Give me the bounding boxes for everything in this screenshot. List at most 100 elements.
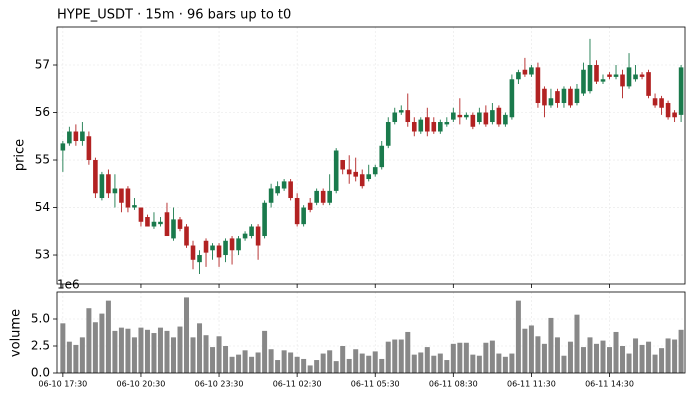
volume-bar: [659, 348, 665, 373]
volume-bar: [105, 300, 111, 373]
volume-bar: [184, 297, 190, 373]
volume-bar: [398, 339, 404, 373]
volume-bar: [340, 346, 346, 373]
candle-body: [438, 122, 443, 132]
volume-bar: [86, 308, 92, 373]
volume-bar: [626, 353, 632, 373]
candle-body: [249, 226, 254, 237]
volume-bar: [561, 355, 567, 373]
volume-bar: [255, 352, 261, 373]
candle-body: [424, 117, 430, 132]
candle-body: [151, 221, 157, 227]
volume-bar: [262, 330, 268, 373]
y-axis-label: price: [13, 139, 28, 171]
candle-body: [646, 72, 651, 96]
candle-body: [346, 169, 352, 175]
volume-bar: [554, 337, 560, 373]
candle-body: [509, 79, 515, 118]
volume-bar: [190, 337, 196, 373]
plot-frame: [56, 291, 686, 374]
volume-bar: [203, 335, 209, 373]
volume-bar: [607, 347, 613, 373]
volume-bar: [528, 325, 534, 373]
x-tick-label: 06-10 23:30: [195, 380, 244, 389]
candle-body: [80, 131, 85, 142]
x-tick-label: 06-10 20:30: [117, 380, 166, 389]
y-tick-label: 53: [35, 248, 50, 262]
y-tick-label: 0.0: [31, 366, 50, 380]
volume-bar: [633, 338, 639, 373]
candle-body: [112, 188, 118, 194]
candle-body: [353, 171, 359, 177]
candle-body: [392, 112, 398, 123]
volume-bar: [418, 352, 424, 373]
candle-body: [574, 88, 580, 104]
candle-body: [275, 186, 280, 194]
volume-bar: [444, 360, 450, 373]
volume-bar: [665, 338, 671, 373]
candle-body: [542, 88, 547, 106]
volume-bar: [151, 333, 157, 373]
candle-body: [164, 212, 170, 237]
candle-body: [665, 103, 671, 118]
candle-body: [613, 74, 619, 77]
volume-bar: [678, 329, 684, 373]
volume-bar: [307, 365, 313, 373]
candle-body: [659, 98, 664, 108]
candle-body: [132, 205, 137, 208]
candle-body: [457, 114, 463, 118]
volume-bar: [138, 327, 144, 373]
volume-bar: [346, 358, 352, 373]
candle-body: [620, 74, 625, 87]
volume-bar: [60, 323, 66, 373]
volume-bar: [79, 337, 85, 373]
volume-bar: [92, 322, 98, 373]
candle-body: [672, 112, 677, 118]
volume-bar: [541, 343, 547, 373]
candle-body: [197, 255, 202, 263]
volume-bar: [463, 342, 469, 373]
volume-bar: [301, 358, 307, 373]
volume-bar: [639, 344, 645, 373]
candle-body: [67, 131, 72, 144]
candle-body: [366, 174, 372, 180]
candle-body: [86, 136, 92, 161]
candle-body: [418, 119, 424, 132]
chart-title: HYPE_USDT · 15m · 96 bars up to t0: [57, 8, 291, 23]
volume-bar: [580, 347, 586, 373]
candle-body: [431, 122, 437, 132]
volume-bar: [515, 300, 521, 373]
volume-bar: [353, 349, 359, 373]
volume-bar: [327, 350, 333, 373]
candle-body: [548, 98, 554, 106]
candle-body: [372, 167, 378, 175]
candle-body: [607, 74, 612, 77]
candle-body: [93, 160, 98, 194]
y-tick-label: 57: [35, 58, 50, 72]
volume-bar: [66, 341, 72, 373]
candle-body: [529, 67, 534, 75]
x-tick-label: 06-11 11:30: [507, 380, 556, 389]
y-tick-label: 5.0: [31, 312, 50, 326]
candle-body: [444, 122, 450, 125]
volume-bar: [249, 356, 255, 373]
candle-body: [184, 226, 189, 246]
volume-bar: [372, 351, 378, 373]
candle-body: [203, 240, 209, 253]
candle-body: [73, 131, 79, 142]
volume-bar: [197, 323, 203, 373]
volume-bar: [229, 356, 235, 373]
x-tick-label: 06-11 08:30: [429, 380, 478, 389]
candle-body: [561, 88, 567, 104]
candle-body: [281, 181, 287, 189]
candle-body: [255, 226, 261, 246]
candle-body: [262, 202, 267, 237]
y-tick-label: 56: [35, 105, 50, 119]
candle-body: [171, 219, 176, 239]
volume-bar: [131, 337, 137, 373]
volume-bar: [476, 355, 482, 373]
volume-bar: [164, 330, 170, 373]
candle-body: [483, 112, 489, 125]
candle-body: [268, 188, 274, 203]
